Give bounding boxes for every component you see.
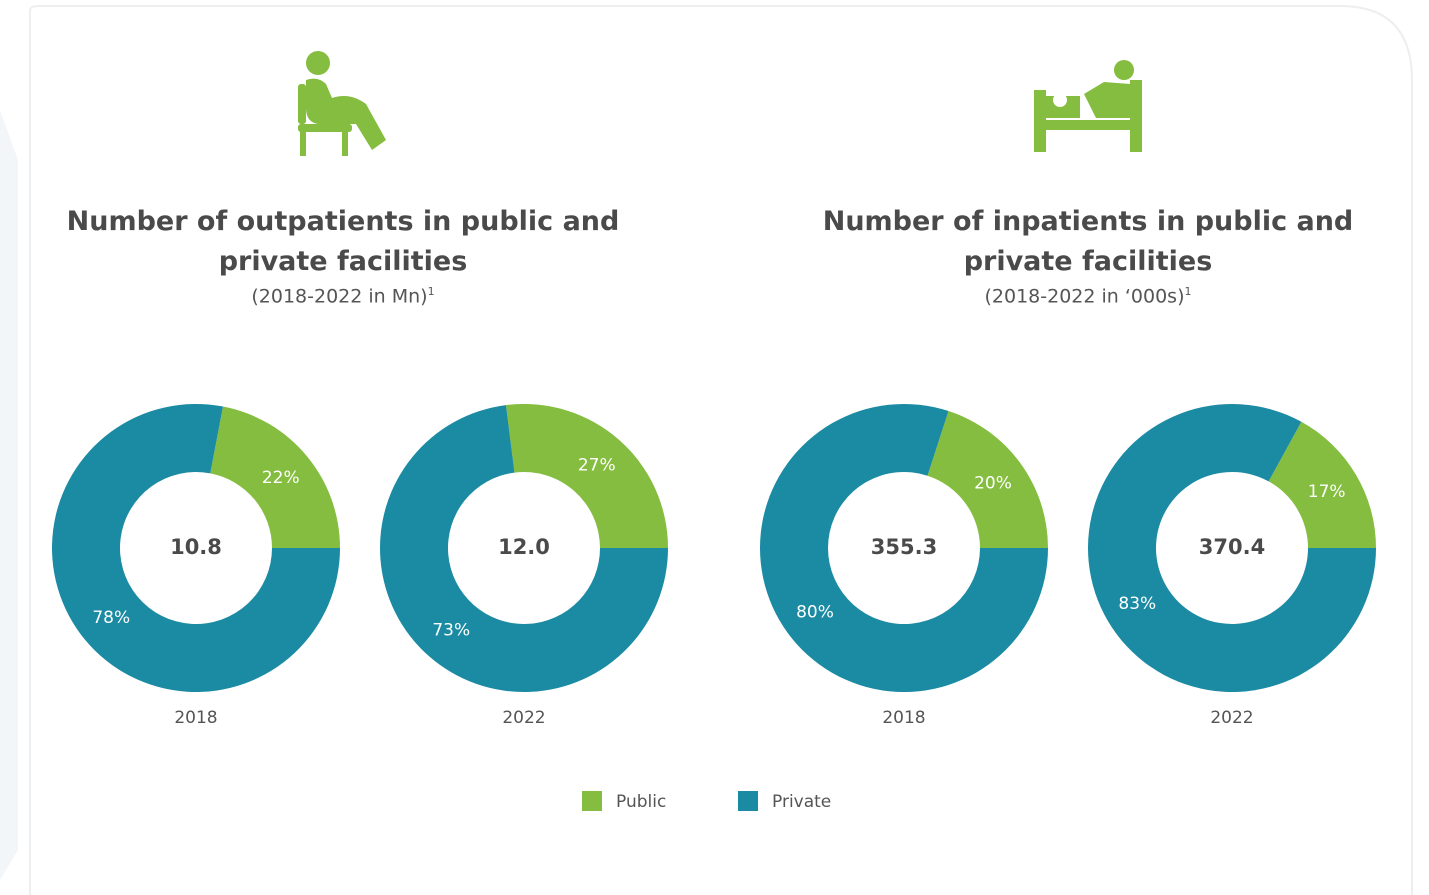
donut-segment [51,403,340,692]
donut-segment [379,405,668,693]
x-label: 2018 [174,708,217,728]
donut-segment [210,406,340,548]
panel-title: Number of inpatients in public and priva… [822,206,1354,277]
panel-title: Number of outpatients in public and priv… [66,206,620,277]
donut-segment [927,411,1048,548]
value-label: 80% [796,603,834,623]
donut-segment [760,403,1048,693]
value-label: 27% [578,455,616,475]
donut-segment [1087,403,1376,692]
donut-segment [1268,421,1376,548]
center-total: 12.0 [498,535,550,559]
x-label: 2022 [502,708,545,728]
value-label: 78% [92,608,130,628]
side-decoration [0,110,18,880]
center-total: 355.3 [871,535,937,559]
footnote-marker: 1 [1184,285,1192,298]
panel-subtitle: (2018-2022 in Mn)1 [63,285,623,307]
value-label: 73% [432,621,470,641]
outpatient-icon [298,51,386,156]
value-label: 20% [974,473,1012,493]
legend-label: Private [772,792,831,812]
center-total: 370.4 [1199,535,1265,559]
x-label: 2018 [882,708,925,728]
legend-label: Public [616,792,666,812]
footnote-marker: 1 [427,285,435,298]
value-label: 17% [1308,482,1346,502]
card-border [29,5,1413,895]
x-label: 2022 [1210,708,1253,728]
legend-swatch [738,791,758,811]
inpatient-icon [1034,60,1142,152]
value-label: 22% [262,468,300,488]
legend-swatch [582,791,602,811]
value-label: 83% [1118,594,1156,614]
donut-segment [505,404,668,548]
center-total: 10.8 [170,535,222,559]
panel-subtitle: (2018-2022 in ‘000s)1 [808,285,1368,307]
subtitle-text: (2018-2022 in ‘000s) [984,285,1185,308]
subtitle-text: (2018-2022 in Mn) [251,285,428,308]
